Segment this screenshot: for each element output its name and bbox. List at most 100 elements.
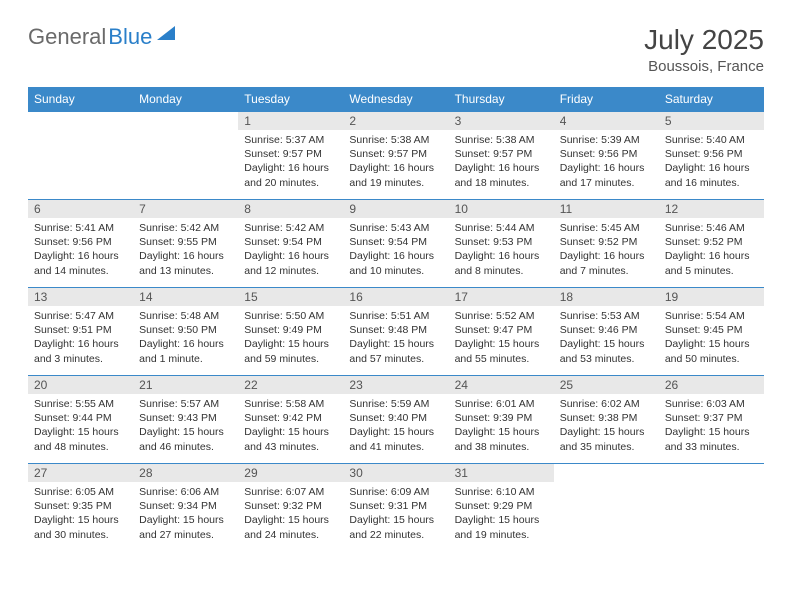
col-monday: Monday (133, 87, 238, 112)
day-details: Sunrise: 6:06 AMSunset: 9:34 PMDaylight:… (133, 482, 238, 546)
day-number: 2 (343, 112, 448, 130)
day-number: 15 (238, 288, 343, 306)
logo-text-1: General (28, 24, 106, 50)
header: GeneralBlue July 2025 Boussois, France (28, 24, 764, 75)
day-details: Sunrise: 6:01 AMSunset: 9:39 PMDaylight:… (449, 394, 554, 458)
day-cell: 9Sunrise: 5:43 AMSunset: 9:54 PMDaylight… (343, 200, 448, 288)
day-cell: 17Sunrise: 5:52 AMSunset: 9:47 PMDayligh… (449, 288, 554, 376)
day-cell: 2Sunrise: 5:38 AMSunset: 9:57 PMDaylight… (343, 112, 448, 200)
week-row: 20Sunrise: 5:55 AMSunset: 9:44 PMDayligh… (28, 376, 764, 464)
day-number: 10 (449, 200, 554, 218)
col-sunday: Sunday (28, 87, 133, 112)
day-details: Sunrise: 5:46 AMSunset: 9:52 PMDaylight:… (659, 218, 764, 282)
day-number: 27 (28, 464, 133, 482)
day-cell: 25Sunrise: 6:02 AMSunset: 9:38 PMDayligh… (554, 376, 659, 464)
week-row: 6Sunrise: 5:41 AMSunset: 9:56 PMDaylight… (28, 200, 764, 288)
day-details: Sunrise: 5:38 AMSunset: 9:57 PMDaylight:… (343, 130, 448, 194)
day-number: 23 (343, 376, 448, 394)
day-details: Sunrise: 5:38 AMSunset: 9:57 PMDaylight:… (449, 130, 554, 194)
day-number: 30 (343, 464, 448, 482)
day-details: Sunrise: 5:52 AMSunset: 9:47 PMDaylight:… (449, 306, 554, 370)
day-cell: . (28, 112, 133, 200)
day-number: 25 (554, 376, 659, 394)
day-details: Sunrise: 5:45 AMSunset: 9:52 PMDaylight:… (554, 218, 659, 282)
location: Boussois, France (644, 58, 764, 75)
week-row: 27Sunrise: 6:05 AMSunset: 9:35 PMDayligh… (28, 464, 764, 552)
day-cell: 21Sunrise: 5:57 AMSunset: 9:43 PMDayligh… (133, 376, 238, 464)
day-details: Sunrise: 5:58 AMSunset: 9:42 PMDaylight:… (238, 394, 343, 458)
day-cell: 15Sunrise: 5:50 AMSunset: 9:49 PMDayligh… (238, 288, 343, 376)
day-number: 29 (238, 464, 343, 482)
day-details: Sunrise: 5:51 AMSunset: 9:48 PMDaylight:… (343, 306, 448, 370)
day-details: Sunrise: 5:41 AMSunset: 9:56 PMDaylight:… (28, 218, 133, 282)
day-details: Sunrise: 6:07 AMSunset: 9:32 PMDaylight:… (238, 482, 343, 546)
day-cell: 12Sunrise: 5:46 AMSunset: 9:52 PMDayligh… (659, 200, 764, 288)
day-details: Sunrise: 5:40 AMSunset: 9:56 PMDaylight:… (659, 130, 764, 194)
logo: GeneralBlue (28, 24, 175, 50)
day-cell: 1Sunrise: 5:37 AMSunset: 9:57 PMDaylight… (238, 112, 343, 200)
day-cell: 11Sunrise: 5:45 AMSunset: 9:52 PMDayligh… (554, 200, 659, 288)
day-cell: 10Sunrise: 5:44 AMSunset: 9:53 PMDayligh… (449, 200, 554, 288)
day-cell: 14Sunrise: 5:48 AMSunset: 9:50 PMDayligh… (133, 288, 238, 376)
day-details: Sunrise: 5:50 AMSunset: 9:49 PMDaylight:… (238, 306, 343, 370)
day-number: 13 (28, 288, 133, 306)
day-cell: 30Sunrise: 6:09 AMSunset: 9:31 PMDayligh… (343, 464, 448, 552)
day-cell: 22Sunrise: 5:58 AMSunset: 9:42 PMDayligh… (238, 376, 343, 464)
day-number: 14 (133, 288, 238, 306)
day-cell: 27Sunrise: 6:05 AMSunset: 9:35 PMDayligh… (28, 464, 133, 552)
day-cell: 28Sunrise: 6:06 AMSunset: 9:34 PMDayligh… (133, 464, 238, 552)
title-block: July 2025 Boussois, France (644, 24, 764, 75)
day-number: 26 (659, 376, 764, 394)
day-number: 21 (133, 376, 238, 394)
day-details: Sunrise: 5:48 AMSunset: 9:50 PMDaylight:… (133, 306, 238, 370)
day-cell: 7Sunrise: 5:42 AMSunset: 9:55 PMDaylight… (133, 200, 238, 288)
day-details: Sunrise: 5:59 AMSunset: 9:40 PMDaylight:… (343, 394, 448, 458)
day-details: Sunrise: 6:05 AMSunset: 9:35 PMDaylight:… (28, 482, 133, 546)
day-number: 8 (238, 200, 343, 218)
day-number: 18 (554, 288, 659, 306)
day-details: Sunrise: 6:03 AMSunset: 9:37 PMDaylight:… (659, 394, 764, 458)
day-cell: . (133, 112, 238, 200)
day-number: 7 (133, 200, 238, 218)
week-row: ..1Sunrise: 5:37 AMSunset: 9:57 PMDaylig… (28, 112, 764, 200)
day-details: Sunrise: 5:42 AMSunset: 9:55 PMDaylight:… (133, 218, 238, 282)
day-details: Sunrise: 5:42 AMSunset: 9:54 PMDaylight:… (238, 218, 343, 282)
day-cell: 8Sunrise: 5:42 AMSunset: 9:54 PMDaylight… (238, 200, 343, 288)
col-saturday: Saturday (659, 87, 764, 112)
day-number: 16 (343, 288, 448, 306)
day-number: 20 (28, 376, 133, 394)
day-number: 22 (238, 376, 343, 394)
day-details: Sunrise: 5:57 AMSunset: 9:43 PMDaylight:… (133, 394, 238, 458)
day-details: Sunrise: 5:55 AMSunset: 9:44 PMDaylight:… (28, 394, 133, 458)
col-thursday: Thursday (449, 87, 554, 112)
day-cell: 6Sunrise: 5:41 AMSunset: 9:56 PMDaylight… (28, 200, 133, 288)
day-details: Sunrise: 5:43 AMSunset: 9:54 PMDaylight:… (343, 218, 448, 282)
day-number: 5 (659, 112, 764, 130)
day-number: 3 (449, 112, 554, 130)
calendar-table: Sunday Monday Tuesday Wednesday Thursday… (28, 87, 764, 552)
logo-text-2: Blue (108, 24, 152, 50)
day-details: Sunrise: 5:44 AMSunset: 9:53 PMDaylight:… (449, 218, 554, 282)
day-details: Sunrise: 6:02 AMSunset: 9:38 PMDaylight:… (554, 394, 659, 458)
day-number: 4 (554, 112, 659, 130)
day-cell: . (554, 464, 659, 552)
month-title: July 2025 (644, 24, 764, 56)
day-number: 17 (449, 288, 554, 306)
day-cell: 19Sunrise: 5:54 AMSunset: 9:45 PMDayligh… (659, 288, 764, 376)
day-number: 1 (238, 112, 343, 130)
day-details: Sunrise: 5:53 AMSunset: 9:46 PMDaylight:… (554, 306, 659, 370)
day-cell: 3Sunrise: 5:38 AMSunset: 9:57 PMDaylight… (449, 112, 554, 200)
day-details: Sunrise: 5:37 AMSunset: 9:57 PMDaylight:… (238, 130, 343, 194)
day-cell: 23Sunrise: 5:59 AMSunset: 9:40 PMDayligh… (343, 376, 448, 464)
day-number: 11 (554, 200, 659, 218)
day-details: Sunrise: 6:09 AMSunset: 9:31 PMDaylight:… (343, 482, 448, 546)
day-number: 6 (28, 200, 133, 218)
day-cell: 29Sunrise: 6:07 AMSunset: 9:32 PMDayligh… (238, 464, 343, 552)
day-number: 9 (343, 200, 448, 218)
col-friday: Friday (554, 87, 659, 112)
day-number: 31 (449, 464, 554, 482)
day-number: 12 (659, 200, 764, 218)
day-number: 28 (133, 464, 238, 482)
day-cell: 18Sunrise: 5:53 AMSunset: 9:46 PMDayligh… (554, 288, 659, 376)
day-details: Sunrise: 5:39 AMSunset: 9:56 PMDaylight:… (554, 130, 659, 194)
